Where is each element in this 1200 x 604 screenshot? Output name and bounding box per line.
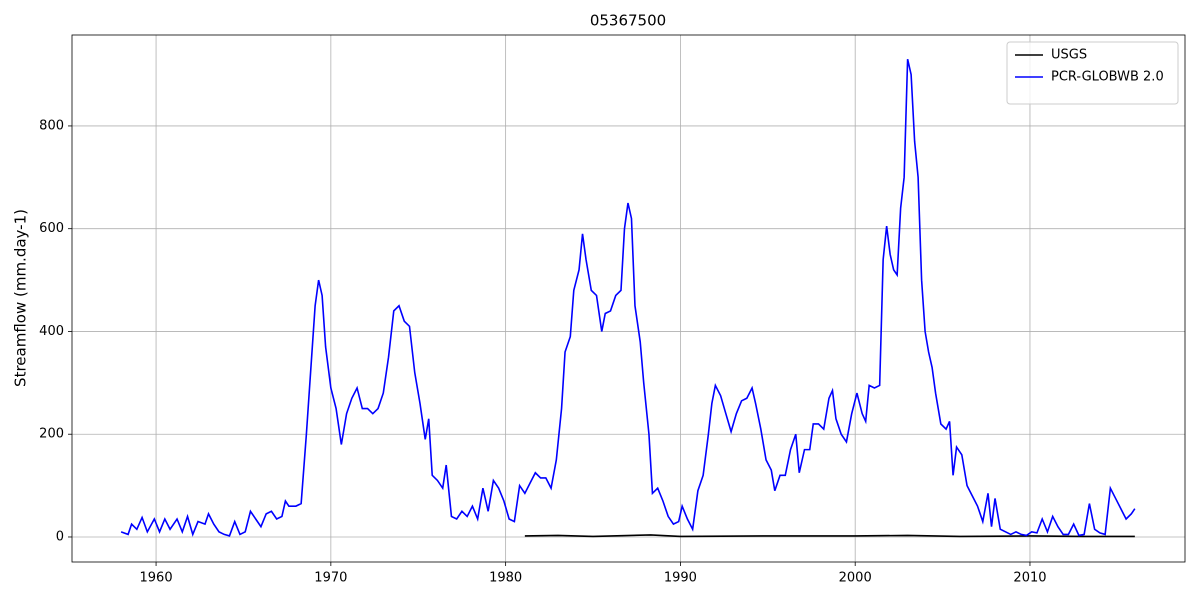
- series-line: [120, 58, 1136, 537]
- legend-label: PCR-GLOBWB 2.0: [1051, 70, 1164, 85]
- y-axis-label: Streamflow (mm.day-1): [12, 209, 30, 387]
- chart-title: 05367500: [590, 12, 666, 30]
- y-tick-label: 800: [39, 118, 64, 133]
- x-tick-label: 1990: [664, 571, 697, 586]
- x-tick-label: 1970: [314, 571, 347, 586]
- x-tick-label: 1980: [489, 571, 522, 586]
- legend-label: USGS: [1051, 48, 1087, 63]
- plot-frame: [71, 34, 1186, 563]
- x-tick-label: 1960: [140, 571, 173, 586]
- x-tick-label: 2000: [839, 571, 872, 586]
- x-tick-label: 2010: [1013, 571, 1046, 586]
- y-tick-label: 0: [56, 529, 64, 544]
- y-tick-label: 200: [39, 427, 64, 442]
- y-tick-label: 600: [39, 221, 64, 236]
- series-line: [524, 534, 1135, 538]
- legend-box: [1006, 41, 1179, 105]
- y-tick-label: 400: [39, 324, 64, 339]
